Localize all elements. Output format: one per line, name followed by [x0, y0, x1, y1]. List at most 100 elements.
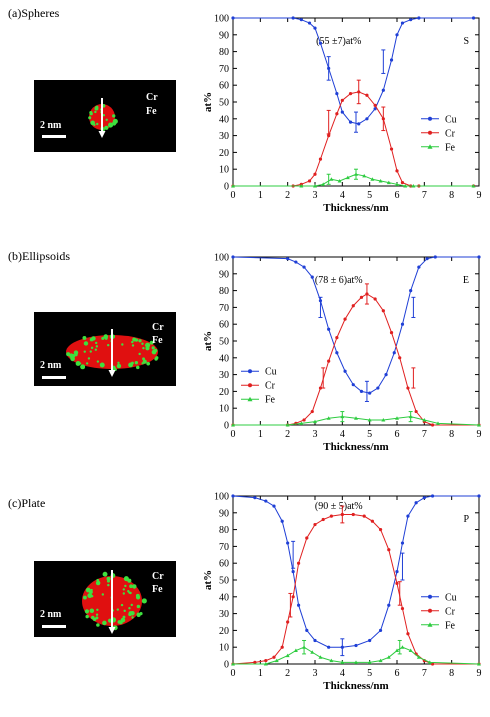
data-point-fe [231, 662, 235, 666]
data-point-fe [340, 660, 345, 664]
data-point-cr [343, 317, 347, 321]
x-tick-label: 6 [395, 429, 400, 440]
composition-chart: 0 1 2 3 4 5 6 7 8 90102030405060708090100Thicknes… [202, 253, 482, 454]
fe-atom [89, 337, 94, 342]
error-bar [400, 552, 405, 581]
legend-entry-cr: Cr [421, 128, 456, 139]
fe-atom [95, 613, 99, 616]
y-tick-label: 100 [214, 492, 229, 503]
data-point-cu [389, 58, 394, 62]
data-point-cu [280, 519, 284, 523]
legend-marker [428, 130, 432, 135]
data-point-cr [351, 304, 355, 308]
micro-label-cr: Cr [146, 92, 158, 103]
legend-marker [427, 144, 433, 149]
data-point-cu [425, 257, 429, 261]
data-point-fe [285, 653, 290, 658]
corner-label: S [463, 36, 469, 47]
data-point-cu [272, 504, 276, 508]
data-point-cr [400, 606, 405, 611]
error-bar [326, 173, 331, 185]
x-tick-label: 2 [285, 668, 290, 679]
scalebar-label: 2 nm [40, 609, 62, 620]
y-tick-label: 50 [219, 576, 229, 587]
x-tick-label: 8 [449, 190, 454, 201]
error-bar [291, 540, 296, 569]
error-bar [364, 283, 369, 305]
data-point-fe [381, 417, 386, 422]
data-point-fe [386, 180, 391, 185]
composition-chart: 0 1 2 3 4 5 6 7 8 90102030405060708090100Thicknes… [202, 14, 482, 215]
data-point-cu [354, 643, 358, 648]
fe-atom [123, 609, 126, 613]
data-point-cr [430, 662, 435, 666]
x-tick-label: 5 [367, 190, 372, 201]
data-point-cr [321, 517, 325, 522]
data-point-fe [293, 648, 298, 653]
data-point-cr [373, 103, 377, 107]
y-tick-label: 30 [219, 370, 229, 381]
atom-map-drawing [42, 98, 118, 138]
legend-label: Cu [445, 592, 457, 603]
fe-atom [121, 343, 124, 346]
fe-atom [78, 362, 82, 365]
data-point-cu [291, 16, 295, 20]
data-point-cu [313, 638, 317, 643]
data-point-fe [416, 655, 421, 659]
data-point-cu [409, 18, 413, 22]
fe-atom [141, 598, 147, 604]
data-point-cu [264, 499, 268, 503]
x-tick-label: 1 [258, 429, 263, 440]
data-point-fe [395, 182, 399, 186]
data-point-cu [297, 603, 301, 607]
fe-atom [89, 350, 92, 353]
data-point-cr [389, 331, 394, 335]
x-tick-label: 8 [449, 668, 454, 679]
data-point-cu [365, 117, 369, 121]
fe-atom [101, 593, 105, 596]
legend-label: Fe [445, 620, 456, 631]
error-bar [408, 411, 413, 423]
series-line-cu [233, 17, 474, 125]
data-point-cr [291, 595, 295, 599]
series-line-fe [233, 173, 474, 187]
data-point-cr [280, 645, 284, 649]
data-point-cu [379, 628, 383, 632]
data-point-cu [302, 265, 306, 269]
error-bar [364, 380, 369, 402]
fe-atom [96, 360, 100, 363]
data-point-cu [417, 16, 421, 20]
error-bar [340, 505, 345, 524]
fe-atom [151, 346, 155, 350]
legend-entry-cu: Cu [241, 367, 277, 378]
data-point-cr [414, 409, 418, 414]
fe-atom [116, 363, 122, 369]
fe-atom [130, 603, 133, 607]
x-tick-label: 1 [258, 190, 263, 201]
data-point-fe [318, 655, 323, 659]
y-tick-label: 70 [219, 64, 229, 75]
fe-atom [95, 341, 98, 345]
micro-label-cr: Cr [152, 571, 164, 582]
y-tick-label: 90 [219, 269, 229, 280]
atom-map-drawing [42, 570, 147, 634]
data-point-cu [384, 373, 388, 377]
corner-label: P [463, 514, 469, 525]
fe-atom [106, 579, 110, 583]
fe-atom [149, 340, 154, 345]
composition-chart: 0 1 2 3 4 5 6 7 8 90102030405060708090100Thicknes… [202, 492, 482, 693]
data-point-fe [354, 416, 358, 420]
data-point-cu [477, 255, 481, 259]
micro-label-fe: Fe [152, 584, 163, 595]
data-point-cr [370, 519, 374, 523]
data-point-cu [395, 33, 399, 37]
fe-atom [91, 615, 95, 620]
fe-atom [70, 353, 76, 359]
atom-map-image: Cr Fe 2 nm [34, 561, 176, 637]
fe-atom [90, 588, 93, 592]
data-point-cu [392, 351, 396, 355]
atom-map-image: Cr Fe 2 nm [34, 80, 176, 152]
data-point-cr [351, 512, 355, 517]
fe-atom [120, 603, 124, 607]
y-tick-label: 80 [219, 525, 229, 536]
